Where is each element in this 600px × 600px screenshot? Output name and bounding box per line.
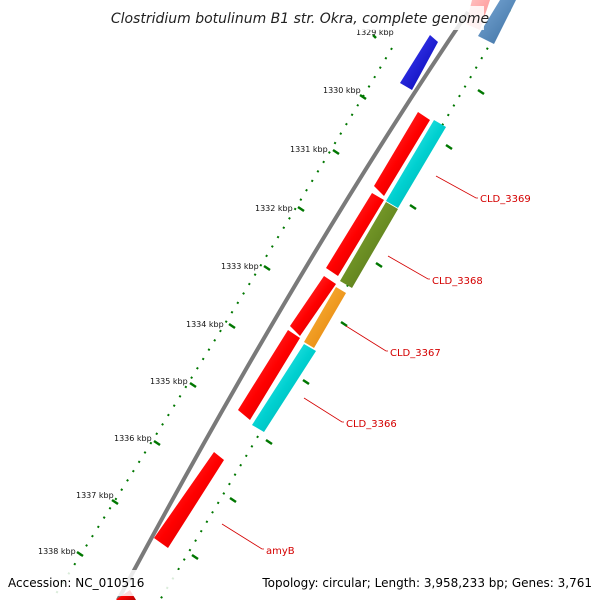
callout-line [345, 325, 388, 352]
gene-label-cld3366[interactable]: CLD_3366 [346, 419, 397, 430]
major-tick-inner [265, 438, 273, 446]
features-outer [116, 0, 490, 600]
title-backing [112, 6, 484, 30]
gene-feature-orange[interactable] [304, 287, 346, 348]
major-tick-inner [409, 203, 417, 211]
features-inner [252, 0, 516, 432]
major-tick-inner [229, 496, 237, 504]
tick-label: 1337 kbp [76, 491, 114, 500]
gene-feature-cyan[interactable] [252, 344, 316, 432]
major-tick-inner [375, 261, 383, 269]
major-tick [332, 148, 340, 156]
tick-label: 1338 kbp [38, 547, 76, 556]
major-tick [359, 93, 367, 101]
major-tick [76, 550, 84, 558]
callout-line [303, 397, 344, 423]
gene-feature-red[interactable] [374, 112, 430, 196]
major-tick-inner [191, 553, 199, 561]
major-tick [153, 439, 161, 447]
tick-label: 1333 kbp [221, 262, 259, 271]
callout-line [387, 255, 430, 280]
footer-backing [0, 570, 600, 596]
callout-line [221, 523, 264, 550]
tick-label: 1329 kbp [356, 28, 394, 37]
tick-label: 1335 kbp [150, 377, 188, 386]
gene-feature-cyan[interactable] [386, 120, 446, 208]
major-tick [297, 205, 305, 213]
gene-labels: CLD_3369 CLD_3368 CLD_3367 CLD_3366 amyB [266, 194, 531, 557]
major-tick [111, 498, 119, 506]
gene-feature-red[interactable] [290, 276, 336, 336]
major-tick-inner [477, 88, 485, 96]
gene-feature-red[interactable] [154, 452, 224, 548]
major-tick-inner [340, 320, 348, 328]
gene-feature-red[interactable] [326, 193, 384, 276]
callout-line [435, 175, 478, 199]
gene-label-amyb[interactable]: amyB [266, 546, 295, 557]
major-tick [372, 34, 377, 39]
map-title: Clostridium botulinum B1 str. Okra, comp… [111, 11, 489, 27]
major-tick [228, 322, 236, 330]
gene-label-cld3367[interactable]: CLD_3367 [390, 348, 441, 359]
major-tick-inner [445, 143, 453, 151]
gene-feature-red[interactable] [238, 330, 300, 420]
major-tick [189, 381, 197, 389]
gene-feature-blue[interactable] [400, 35, 438, 90]
major-tick [263, 264, 271, 272]
tick-label: 1331 kbp [290, 145, 328, 154]
tick-label: 1336 kbp [114, 434, 152, 443]
accession-text: Accession: NC_010516 [8, 576, 144, 590]
tick-labels: 1329 kbp 1330 kbp 1331 kbp 1332 kbp 1333… [38, 28, 394, 556]
topology-text: Topology: circular; Length: 3,958,233 bp… [261, 576, 592, 590]
genome-backbone [116, 10, 470, 600]
gene-label-cld3368[interactable]: CLD_3368 [432, 276, 483, 287]
tick-label: 1332 kbp [255, 204, 293, 213]
major-tick-inner [302, 378, 310, 386]
tick-label: 1334 kbp [186, 320, 224, 329]
tick-label: 1330 kbp [323, 86, 361, 95]
gene-feature-olive[interactable] [340, 202, 398, 288]
gene-label-cld3369[interactable]: CLD_3369 [480, 194, 531, 205]
gene-feature-steelblue[interactable] [478, 0, 516, 44]
tick-rail-outer [51, 47, 393, 600]
gene-callouts [221, 175, 478, 550]
major-ticks [76, 34, 485, 561]
